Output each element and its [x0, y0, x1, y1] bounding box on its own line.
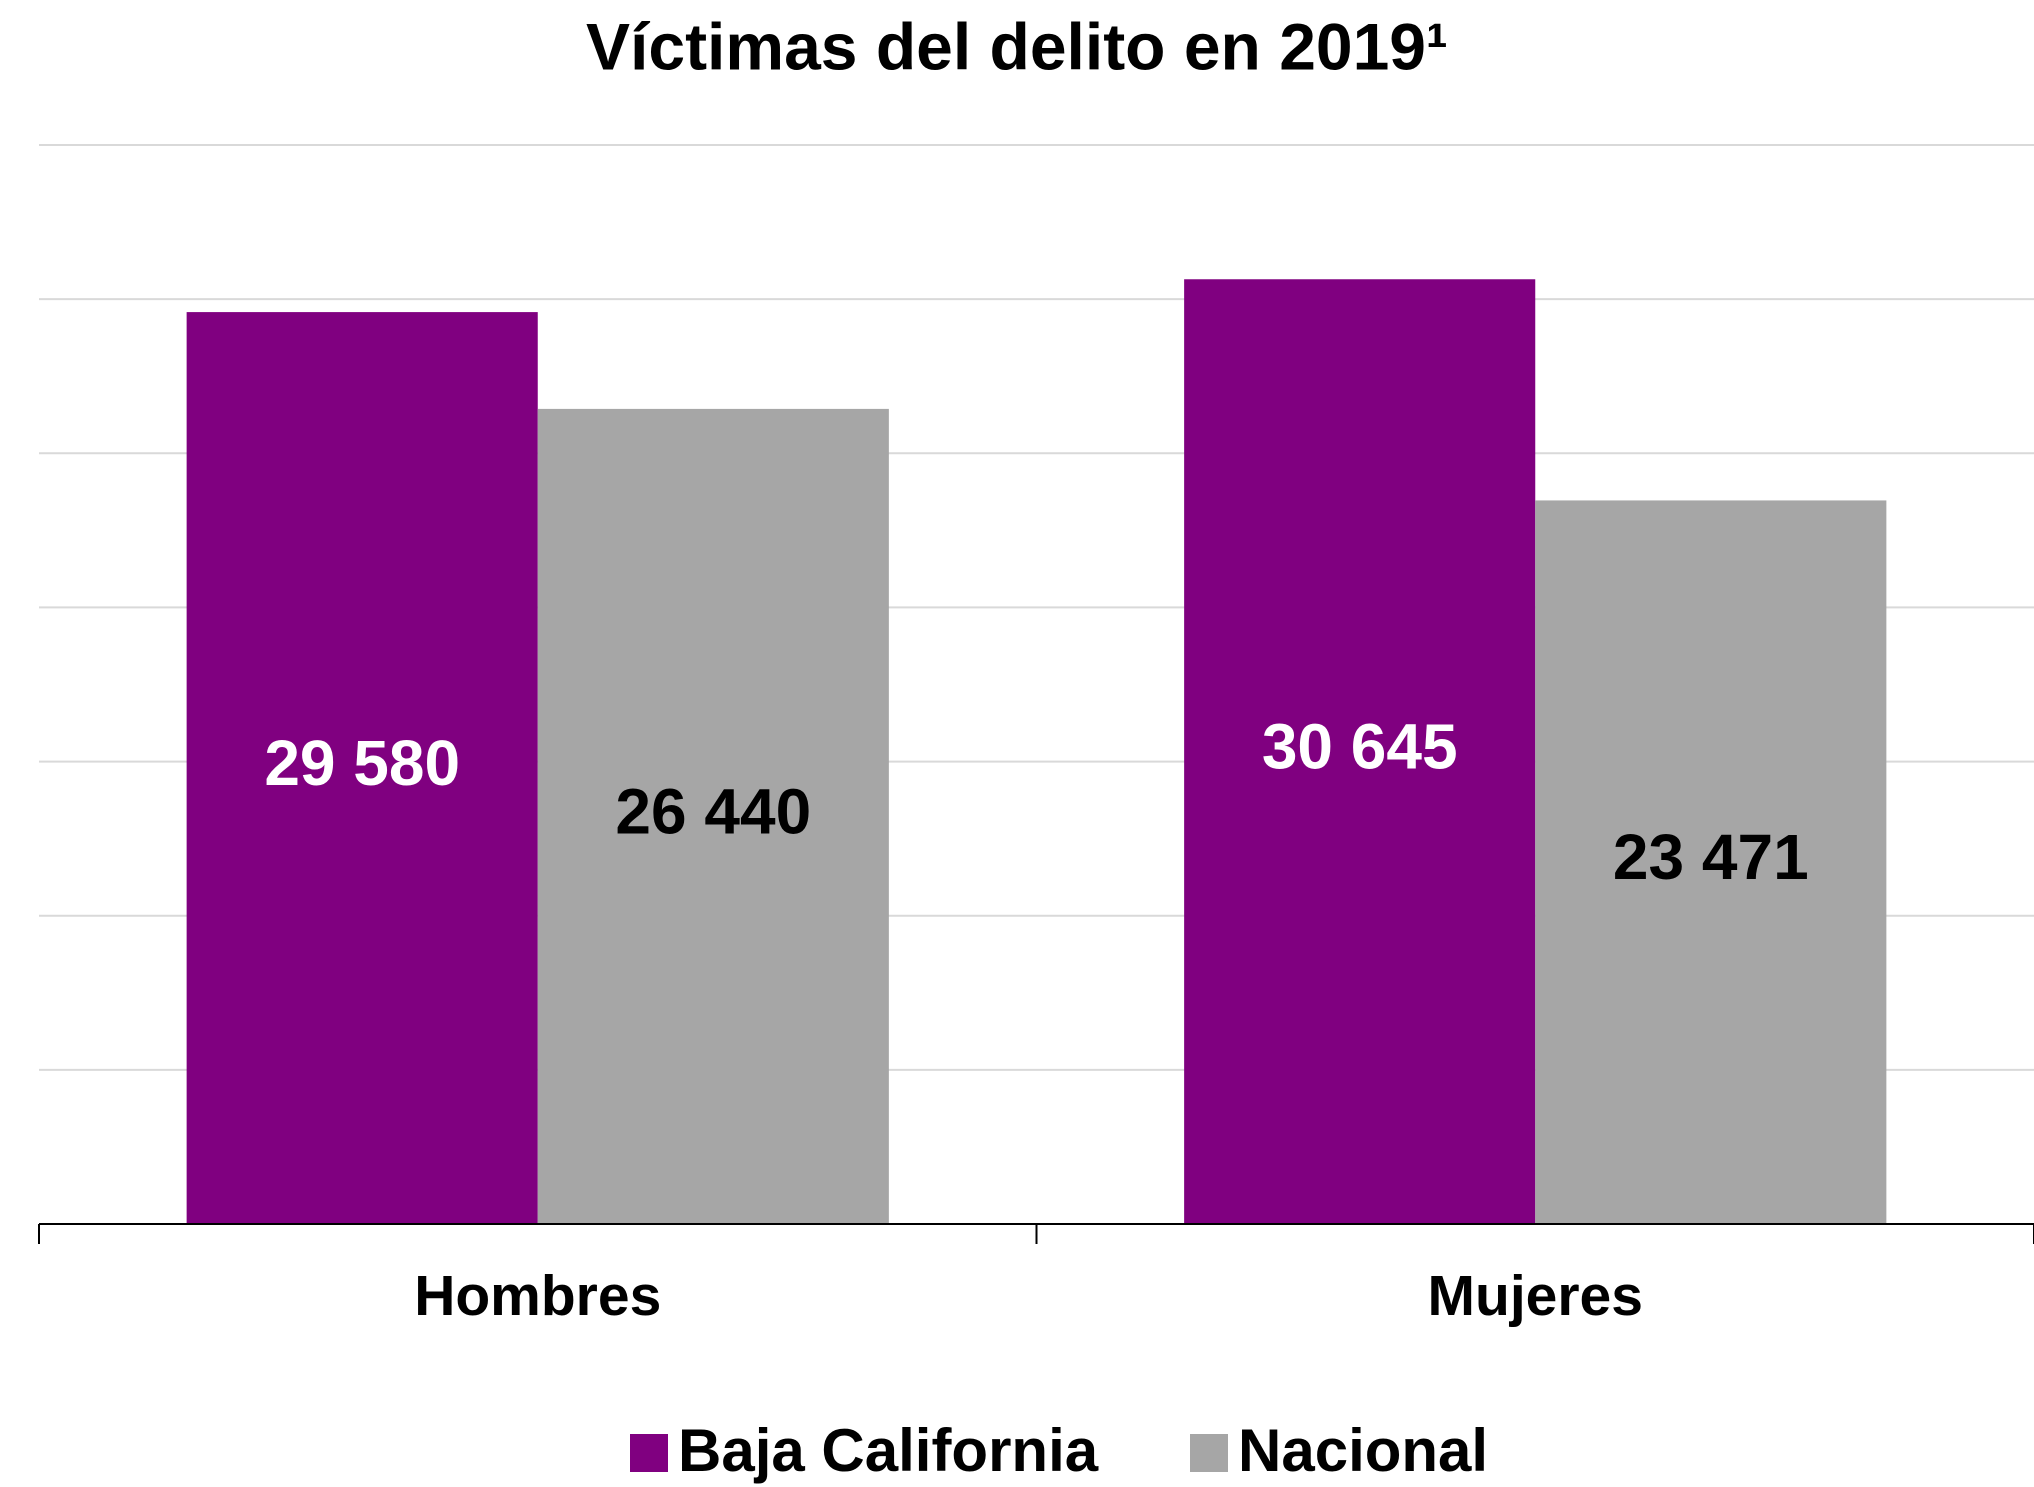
chart-title: Víctimas del delito en 2019¹: [586, 9, 1448, 83]
bar: [1184, 279, 1536, 1224]
legend-label: Nacional: [1238, 1417, 1488, 1484]
x-tick-label: Hombres: [414, 1264, 661, 1328]
bar: [1535, 500, 1887, 1224]
bar: [537, 408, 889, 1224]
bar: [186, 312, 538, 1225]
data-label: 29 580: [264, 727, 460, 799]
legend-label: Baja California: [678, 1417, 1099, 1484]
data-label: 26 440: [615, 775, 811, 847]
legend-swatch: [1190, 1434, 1228, 1472]
legend-swatch: [630, 1434, 668, 1472]
data-label: 23 471: [1613, 821, 1809, 893]
x-tick-label: Mujeres: [1428, 1264, 1643, 1328]
data-label: 30 645: [1262, 711, 1458, 783]
